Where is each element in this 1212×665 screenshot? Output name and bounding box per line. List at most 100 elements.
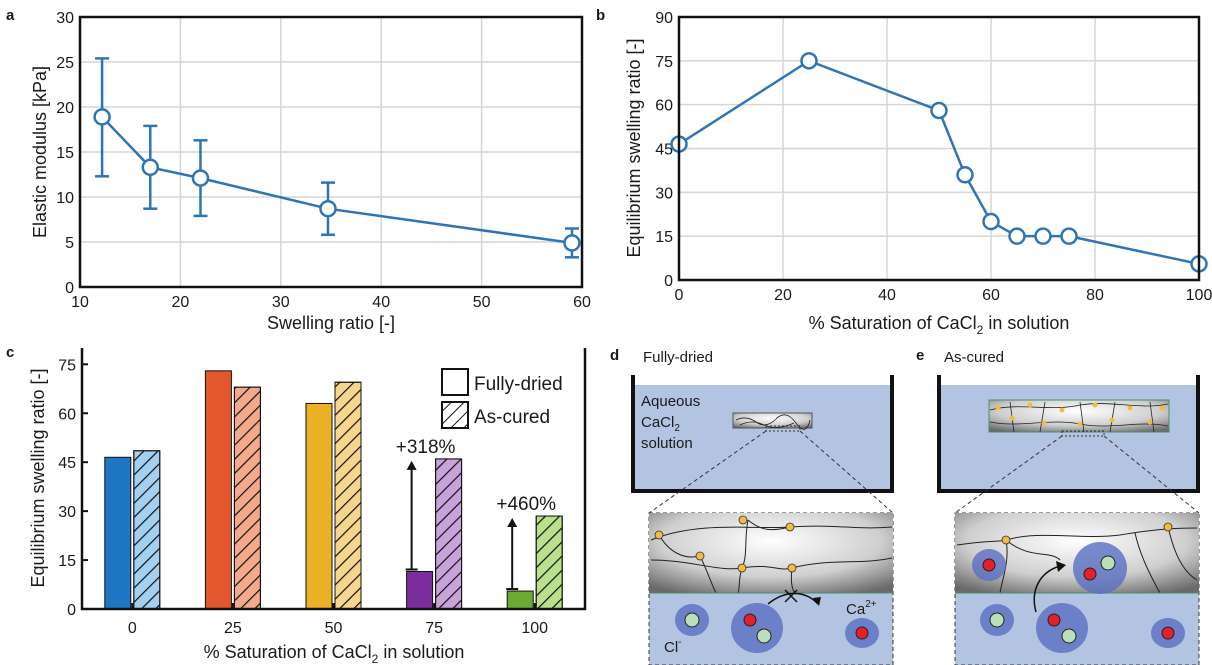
panel-b-point-5	[1008, 227, 1026, 245]
panel-c-bar-as-cured-hatch-0	[133, 450, 161, 610]
panel-c-frame	[80, 348, 587, 611]
crosslinks-e-zoom	[1001, 522, 1173, 545]
panel-c-bar-fully-dried-2	[305, 402, 333, 610]
panel-c-ytick-2: 30	[58, 504, 76, 521]
container-e	[937, 375, 1200, 493]
legend-swatch-as-cured	[441, 401, 469, 429]
panel-c-annot-arrowhead-1	[507, 518, 518, 528]
panel-c-bar-fully-dried-0	[104, 456, 132, 610]
panel-c-ylabel: Equilibrium swelling ratio [-]	[28, 368, 48, 587]
cured-gel-sample	[988, 399, 1170, 433]
panel-b-xtick-4: 80	[1086, 287, 1104, 304]
chloride-ion-label: Cl-	[664, 637, 682, 656]
panel-b-ytick-3: 45	[655, 142, 673, 159]
panel-b-xtick-5: 100	[1186, 287, 1212, 304]
panel-c-xtick-3: 75	[425, 620, 443, 637]
panel-c-bar-as-cured-hatch-4	[535, 515, 563, 610]
zoom-line-d-left	[648, 430, 767, 514]
uptake-arrow-e	[1033, 565, 1061, 613]
panel-a-point-1	[141, 158, 160, 177]
panel-a-xtick-3: 40	[372, 294, 390, 311]
panel-b-xlabel: % Saturation of CaCl2 in solution	[809, 313, 1070, 337]
legend-label-as-cured: As-cured	[474, 407, 550, 428]
panel-c-xtick-1: 25	[224, 620, 242, 637]
panel-c-bar-fully-dried-3	[406, 570, 434, 610]
crosslinks-e	[995, 402, 1165, 427]
water-bath-d	[633, 385, 892, 491]
panel-c-bar-as-cured-hatch-3	[435, 458, 463, 610]
dried-gel-sample	[732, 412, 813, 429]
panel-letter-b: b	[596, 7, 605, 24]
panel-c-annot-arrowhead-0	[406, 460, 417, 470]
panel-b-chart: 0 20 40 60 80 100 0 15 30 45 60 75 90 % Saturation o…	[624, 10, 1212, 337]
panel-b-point-2	[930, 101, 948, 120]
panel-c-bar-as-cured-hatch-1	[233, 386, 261, 610]
panel-b-marks	[670, 52, 1208, 273]
panel-a-xtick-0: 10	[71, 294, 89, 311]
aqueous-label-line3: solution	[641, 435, 693, 452]
panel-a-ytick-0: 0	[65, 280, 74, 297]
panel-c-xtick-4: 100	[521, 620, 548, 637]
ions-e-in-gel	[972, 542, 1127, 594]
panel-d-title: Fully-dried	[643, 349, 713, 366]
panel-b-xtick-3: 60	[982, 287, 1000, 304]
panel-b-ytick-1: 15	[655, 229, 673, 246]
panel-a-xlabel: Swelling ratio [-]	[267, 313, 395, 333]
panel-c-ytick-4: 60	[58, 406, 76, 423]
panel-c-annot-label-1: +460%	[496, 494, 556, 515]
panel-c-ticks: 0 15 30 45 60 75 0 25 50 75 100	[58, 357, 548, 637]
panel-e-title: As-cured	[944, 349, 1004, 366]
aqueous-label-line2: CaCl2	[641, 414, 680, 434]
legend-label-fully-dried: Fully-dried	[474, 374, 563, 395]
panel-a-ytick-4: 20	[56, 100, 74, 117]
ions-e-in-solution	[980, 603, 1185, 653]
panel-c-chart: 0 15 30 45 60 75 0 25 50 75 100 +318% +460% % Satur…	[28, 348, 587, 665]
panel-letter-c: c	[6, 344, 14, 361]
panel-a-grid	[79, 16, 583, 288]
panel-b-ytick-2: 30	[655, 185, 673, 202]
panel-c-annot-label-0: +318%	[396, 437, 456, 458]
panel-letter-a: a	[6, 7, 15, 24]
panel-a-ytick-1: 5	[65, 235, 74, 252]
ions-d	[675, 603, 879, 653]
panel-c-legend: Fully-dried As-cured	[441, 368, 563, 429]
panel-b-xtick-2: 40	[878, 287, 896, 304]
panel-c-ytick-3: 45	[58, 455, 76, 472]
panel-c-ytick-5: 75	[58, 357, 76, 374]
panel-b-grid	[678, 16, 1200, 281]
panel-b-ticks: 0 20 40 60 80 100 0 15 30 45 60 75 90	[655, 10, 1212, 304]
panel-b-point-6	[1034, 227, 1052, 245]
panel-b-frame	[677, 15, 1201, 282]
panel-a-xtick-1: 20	[172, 294, 190, 311]
panel-b-ytick-0: 0	[664, 273, 673, 290]
dried-gel-network	[735, 414, 811, 430]
crosslinks-d	[654, 515, 797, 573]
panel-a-ytick-5: 25	[56, 55, 74, 72]
panel-a-point-0	[93, 108, 111, 126]
zoom-region-d	[765, 425, 801, 432]
panel-c-xlabel: % Saturation of CaCl2 in solution	[204, 642, 465, 665]
zoom-line-e-left	[954, 435, 1063, 514]
panel-a-frame	[78, 15, 584, 289]
panel-letter-d: d	[610, 347, 619, 364]
panel-e-diagram: As-cured	[937, 349, 1200, 665]
panel-a-ylabel: Elastic modulus [kPa]	[30, 66, 50, 238]
panel-b-xtick-1: 20	[774, 287, 792, 304]
panel-a-point-2	[191, 169, 210, 187]
panel-b-xtick-0: 0	[675, 287, 684, 304]
panel-a-point-4	[563, 234, 581, 252]
legend-swatch-fully-dried	[441, 368, 469, 396]
calcium-ion-label: Ca2+	[846, 599, 877, 618]
panel-c-xtick-0: 0	[128, 620, 137, 637]
panel-b-point-3	[956, 166, 974, 184]
uptake-arrow-e-head	[1056, 561, 1066, 572]
panel-a-xtick-2: 30	[272, 294, 290, 311]
panel-a-chart: 10 20 30 40 50 60 0 5 10 15 20 25 30 Swelling ratio …	[30, 10, 591, 333]
panel-letter-e: e	[916, 347, 924, 364]
panel-c-bar-fully-dried-1	[204, 370, 232, 610]
panel-c-bar-fully-dried-4	[506, 590, 534, 610]
panel-b-point-4	[982, 212, 1000, 231]
panel-b-point-1	[800, 52, 818, 70]
panel-b-ytick-5: 75	[655, 54, 673, 71]
